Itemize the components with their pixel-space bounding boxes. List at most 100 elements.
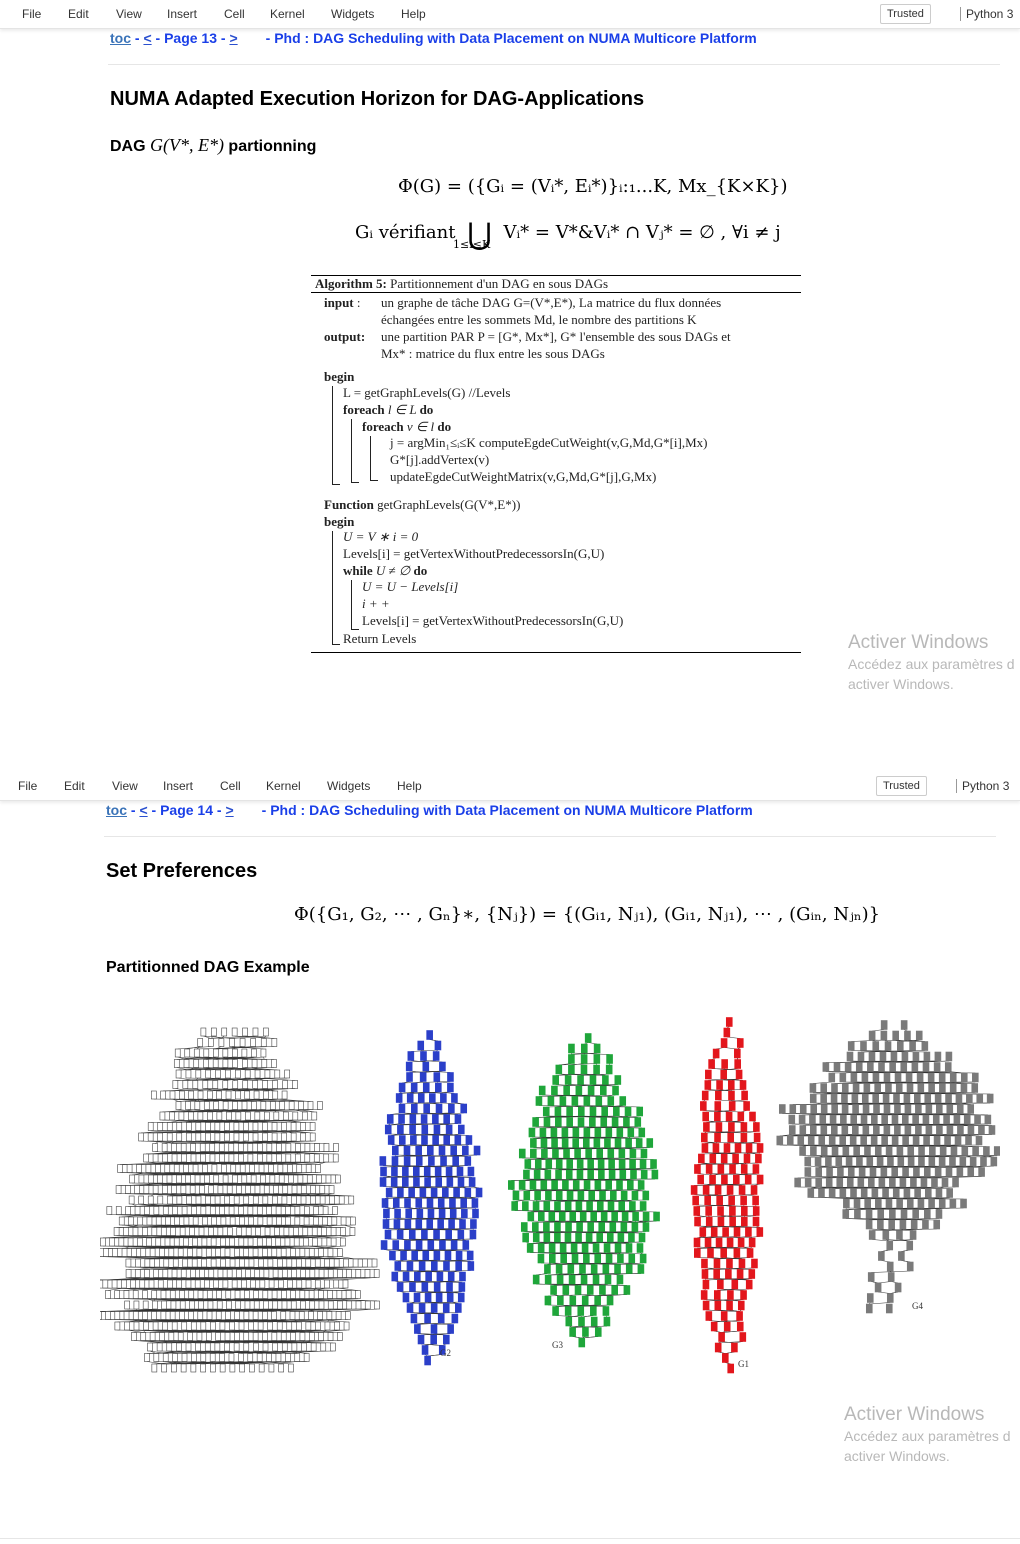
full-dag-node <box>272 1090 279 1100</box>
full-dag-node <box>318 1332 324 1341</box>
g2-subdag-node <box>426 1030 433 1040</box>
g2-subdag-node <box>464 1156 472 1166</box>
g2-subdag-edge <box>401 1102 433 1105</box>
g2-subdag-edge <box>391 1133 413 1136</box>
g1-subdag-node <box>701 1143 709 1153</box>
full-dag-node <box>218 1038 225 1047</box>
g4-subdag-node <box>928 1198 935 1209</box>
next-page-link[interactable]: > <box>229 30 238 46</box>
g3-subdag-node <box>628 1232 635 1243</box>
full-dag-node <box>200 1027 207 1037</box>
g4-subdag-node <box>825 1177 833 1188</box>
full-dag-node <box>296 1279 303 1289</box>
g2-subdag-edge <box>383 1175 471 1178</box>
menu-edit[interactable]: Edit <box>68 7 89 21</box>
g2-subdag-node <box>466 1250 474 1261</box>
full-dag-node <box>125 1269 132 1278</box>
full-dag-edge <box>150 1130 313 1134</box>
g2-subdag-node <box>460 1103 468 1114</box>
g1-subdag-node <box>745 1279 753 1290</box>
divider <box>108 64 1000 65</box>
kernel-indicator[interactable]: Python 3 <box>956 779 1009 793</box>
g2-subdag-node <box>457 1177 465 1187</box>
toc-link[interactable]: toc <box>106 802 127 818</box>
menu-edit[interactable]: Edit <box>64 779 85 793</box>
g4-subdag-node <box>837 1167 844 1177</box>
g1-subdag-node <box>694 1216 701 1227</box>
g2-subdag-node <box>459 1219 466 1229</box>
g3-subdag-node <box>600 1085 607 1096</box>
full-dag-node <box>217 1185 224 1194</box>
g1-subdag-node <box>749 1111 756 1122</box>
menu-insert[interactable]: Insert <box>167 7 198 21</box>
full-dag-node <box>222 1279 229 1289</box>
menu-widgets[interactable]: Widgets <box>327 779 371 793</box>
menu-help[interactable]: Help <box>397 779 422 793</box>
g2-subdag-edge <box>428 1291 462 1294</box>
menu-view[interactable]: View <box>116 7 142 21</box>
g4-subdag-node <box>810 1146 817 1156</box>
g2-subdag-node <box>421 1282 429 1292</box>
g1-subdag-node <box>750 1185 758 1195</box>
full-dag-node <box>199 1269 205 1278</box>
prev-page-link[interactable]: < <box>139 802 148 818</box>
trusted-indicator[interactable]: Trusted <box>876 776 927 796</box>
g1-subdag-node <box>701 1090 709 1101</box>
toc-link[interactable]: toc <box>110 30 131 46</box>
menu-help[interactable]: Help <box>401 7 426 21</box>
g4-subdag-node <box>839 1188 847 1198</box>
full-dag-node <box>311 1111 318 1121</box>
watermark-line2: activer Windows. <box>844 1448 950 1464</box>
full-dag-node <box>184 1048 191 1058</box>
page-number: - Page 14 - <box>147 802 226 818</box>
g3-subdag-node <box>580 1274 588 1285</box>
g3-subdag-node <box>639 1159 647 1169</box>
full-dag-edge <box>154 1361 307 1365</box>
full-dag-node <box>188 1311 194 1320</box>
menu-insert[interactable]: Insert <box>163 779 194 793</box>
trusted-indicator[interactable]: Trusted <box>880 4 931 24</box>
menu-view[interactable]: View <box>112 779 138 793</box>
g4-subdag-node <box>909 1041 916 1051</box>
g3-subdag-node <box>543 1222 550 1232</box>
g3-subdag-node <box>569 1327 576 1337</box>
full-dag-edge <box>181 1109 320 1113</box>
g3-subdag-node <box>520 1222 528 1232</box>
g1-subdag-node <box>705 1311 713 1321</box>
full-dag-node <box>214 1195 221 1205</box>
g4-subdag-node <box>965 1135 972 1146</box>
full-dag-node <box>128 1216 134 1226</box>
g4-subdag-edge <box>848 1060 938 1063</box>
g4-subdag-node <box>856 1156 863 1167</box>
g3-subdag-node <box>593 1054 601 1064</box>
g3-subdag-node <box>597 1159 605 1169</box>
full-dag-node <box>300 1269 306 1278</box>
g2-subdag-node <box>404 1240 411 1250</box>
kernel-indicator[interactable]: Python 3 <box>960 7 1013 21</box>
menu-kernel[interactable]: Kernel <box>266 779 301 793</box>
menu-file[interactable]: File <box>18 779 38 793</box>
menu-widgets[interactable]: Widgets <box>331 7 375 21</box>
g2-subdag-node <box>422 1082 430 1093</box>
full-dag-node <box>159 1332 165 1341</box>
g3-subdag-node <box>532 1201 540 1211</box>
menu-kernel[interactable]: Kernel <box>270 7 305 21</box>
full-dag-node <box>219 1321 226 1331</box>
g2-subdag-node <box>455 1250 463 1261</box>
prev-page-link[interactable]: < <box>143 30 152 46</box>
full-dag-node <box>136 1164 142 1173</box>
g4-subdag-node <box>872 1093 879 1104</box>
full-dag-node <box>285 1353 291 1362</box>
next-page-link[interactable]: > <box>225 802 234 818</box>
full-dag-edge <box>231 1035 266 1039</box>
g3-subdag-node <box>543 1117 551 1127</box>
g3-subdag-node <box>594 1127 602 1138</box>
menu-cell[interactable]: Cell <box>224 7 245 21</box>
g1-subdag-node <box>710 1321 718 1332</box>
full-dag-edge <box>336 1287 358 1291</box>
full-dag-edge <box>144 1298 155 1302</box>
g2-subdag-edge <box>417 1322 442 1325</box>
menu-file[interactable]: File <box>22 7 42 21</box>
full-dag-node <box>349 1227 356 1236</box>
menu-cell[interactable]: Cell <box>220 779 241 793</box>
